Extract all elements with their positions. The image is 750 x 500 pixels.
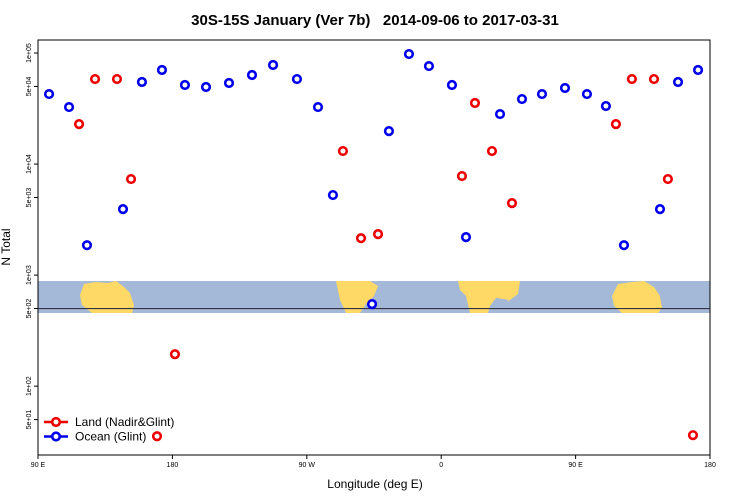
data-point	[223, 77, 235, 89]
y-tick-label: 1e+02	[26, 376, 33, 396]
y-tick-label: 1e+04	[26, 154, 33, 174]
legend-label: Land (Nadir&Glint)	[75, 415, 174, 429]
data-point	[89, 73, 101, 85]
data-point	[111, 73, 123, 85]
data-point	[506, 198, 518, 209]
data-point	[494, 108, 506, 120]
y-tick-label: 1e+03	[26, 265, 33, 285]
x-tick-label: 180	[167, 462, 179, 469]
data-point	[662, 173, 673, 185]
data-point	[372, 229, 384, 240]
data-point	[117, 204, 129, 215]
data-point	[327, 189, 339, 201]
data-point	[618, 240, 630, 251]
data-point	[486, 145, 498, 157]
data-point	[692, 64, 704, 76]
data-point	[312, 101, 324, 113]
data-point	[536, 88, 548, 100]
legend-marker	[50, 416, 62, 428]
data-point	[559, 82, 571, 94]
data-point	[469, 97, 481, 109]
y-tick-label: 5e+01	[26, 410, 33, 430]
y-axis-label: N Total	[0, 228, 13, 265]
data-point	[456, 170, 468, 182]
data-point	[581, 88, 593, 100]
x-tick-label: 90 E	[31, 462, 46, 469]
x-tick-label: 180	[704, 462, 716, 469]
data-point	[151, 431, 163, 442]
chart-title: 30S-15S January (Ver 7b) 2014-09-06 to 2…	[191, 12, 559, 29]
y-tick-label: 5e+04	[26, 77, 33, 97]
legend-marker	[50, 431, 62, 442]
data-point	[337, 145, 349, 157]
data-point	[626, 73, 637, 85]
data-point	[446, 79, 458, 91]
y-tick-label: 5e+03	[26, 188, 33, 208]
data-point	[654, 204, 666, 215]
data-point	[43, 88, 55, 100]
x-axis-label: Longitude (deg E)	[327, 477, 422, 491]
data-point	[355, 233, 367, 244]
data-point	[63, 101, 75, 113]
data-point	[136, 76, 148, 88]
data-point	[267, 59, 279, 71]
data-point	[383, 126, 395, 137]
data-point	[156, 64, 168, 76]
data-point	[672, 76, 684, 88]
data-point	[460, 231, 472, 243]
data-point	[648, 73, 660, 85]
data-point	[403, 48, 415, 60]
data-point	[516, 93, 528, 105]
legend-label: Ocean (Glint)	[75, 430, 146, 444]
x-tick-label: 90 W	[299, 462, 316, 469]
data-point	[366, 299, 378, 310]
y-tick-label: 5e+02	[26, 299, 33, 319]
data-point	[610, 119, 622, 130]
data-point	[687, 430, 699, 441]
data-point	[179, 79, 191, 91]
data-point	[246, 69, 258, 81]
data-point	[423, 60, 435, 72]
plot-frame	[37, 39, 711, 456]
x-tick-label: 90 E	[568, 462, 583, 469]
data-point	[169, 349, 181, 360]
data-point	[291, 73, 303, 85]
data-point	[81, 240, 93, 251]
data-point	[200, 81, 212, 93]
x-tick-label: 0	[439, 462, 443, 469]
data-point	[125, 173, 137, 185]
data-point	[73, 119, 85, 130]
y-tick-label: 1e+05	[26, 43, 33, 63]
data-point	[600, 100, 612, 112]
